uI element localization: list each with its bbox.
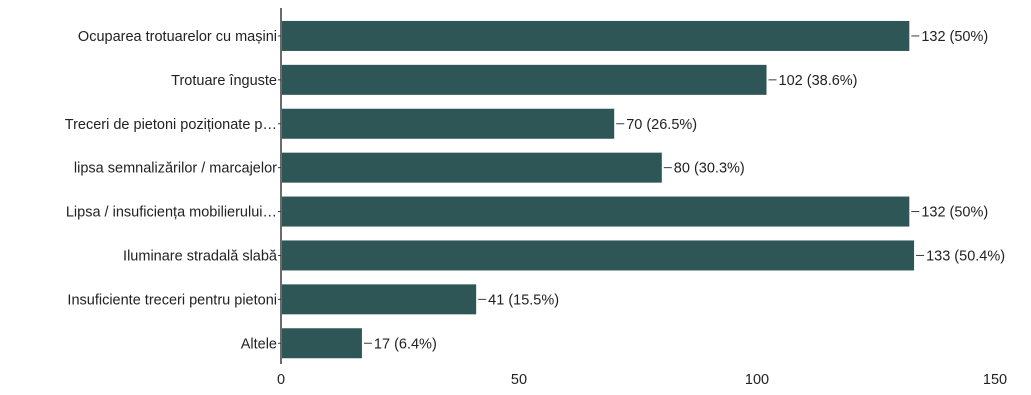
- category-label: Lipsa / insuficiența mobilierului…: [66, 205, 277, 221]
- bar: [282, 240, 915, 271]
- category-label: Trotuare înguste: [171, 73, 277, 89]
- data-label: 132 (50%): [921, 205, 988, 221]
- category-label: Insuficiente treceri pentru pietoni: [67, 292, 277, 308]
- data-label: 70 (26.5%): [626, 117, 697, 133]
- x-tick-label: 150: [983, 372, 1007, 388]
- x-tick-label: 50: [511, 372, 527, 388]
- category-label: Ocuparea trotuarelor cu mașini: [78, 29, 277, 45]
- data-label: 132 (50%): [921, 29, 988, 45]
- data-label: 133 (50.4%): [926, 248, 1005, 264]
- bar: [282, 328, 362, 359]
- bar: [282, 152, 662, 183]
- data-label: 41 (15.5%): [488, 292, 559, 308]
- bar: [282, 20, 910, 51]
- bar: [282, 196, 910, 227]
- data-label: 102 (38.6%): [779, 73, 858, 89]
- bar: [282, 284, 477, 315]
- bar: [282, 64, 767, 95]
- x-tick-label: 100: [745, 372, 769, 388]
- category-label: lipsa semnalizărilor / marcajelor: [74, 161, 277, 177]
- data-label: 17 (6.4%): [374, 336, 437, 352]
- data-label: 80 (30.3%): [674, 161, 745, 177]
- category-label: Treceri de pietoni poziționate p…: [65, 117, 277, 133]
- bar: [282, 108, 615, 139]
- x-tick-label: 0: [277, 372, 285, 388]
- category-label: Iluminare stradală slabă: [123, 248, 278, 264]
- category-label: Altele: [241, 336, 277, 352]
